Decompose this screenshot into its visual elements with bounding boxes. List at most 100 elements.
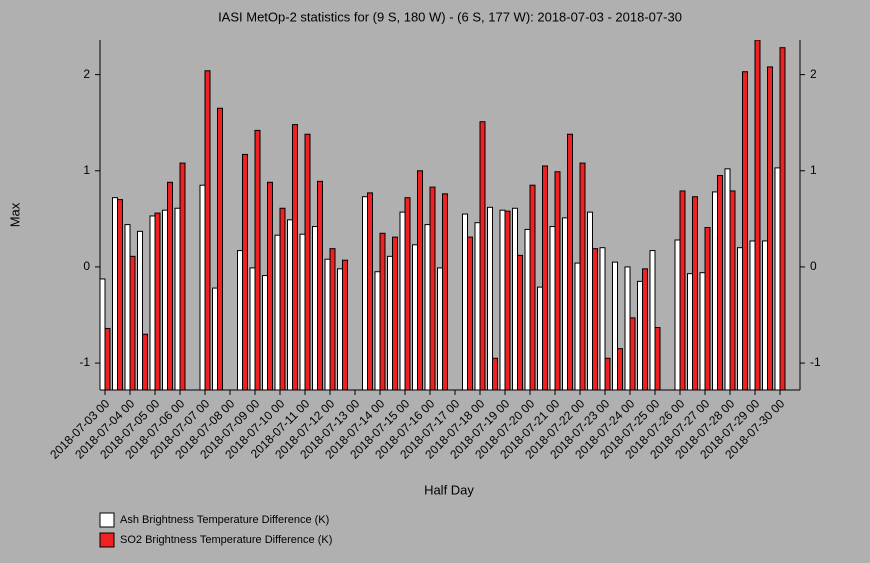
bar <box>779 47 786 390</box>
bar <box>737 247 743 390</box>
bar <box>717 175 723 390</box>
bar <box>362 196 368 390</box>
bar <box>649 250 656 390</box>
bar <box>274 234 281 390</box>
bar <box>742 71 748 390</box>
bar <box>549 226 556 390</box>
bar <box>637 280 643 390</box>
bar <box>487 206 493 390</box>
bar <box>754 40 761 390</box>
bar <box>687 273 693 390</box>
bar <box>267 181 273 390</box>
bar <box>374 271 381 390</box>
bar <box>399 211 406 390</box>
bar <box>562 217 568 390</box>
bar <box>112 197 118 390</box>
bar <box>529 184 536 390</box>
bar <box>437 267 443 390</box>
x-axis-label: Half Day <box>424 482 474 497</box>
bar <box>242 153 248 390</box>
bar <box>679 190 686 390</box>
bar <box>217 107 223 390</box>
bar <box>104 327 111 390</box>
bar <box>712 191 718 390</box>
y-tick-label: -1 <box>79 355 90 369</box>
bar <box>692 196 698 390</box>
bar <box>117 199 123 390</box>
bar <box>699 272 706 390</box>
bar <box>762 240 768 390</box>
bar <box>592 248 598 390</box>
bar <box>100 278 106 390</box>
bar <box>704 227 711 390</box>
bar <box>379 232 386 390</box>
bar <box>249 267 256 390</box>
bar <box>467 236 473 390</box>
bar <box>574 262 581 390</box>
bar <box>367 192 373 390</box>
bar <box>654 327 661 390</box>
bar <box>299 233 306 390</box>
bar <box>462 213 468 390</box>
bar <box>424 224 431 390</box>
bar <box>479 121 486 390</box>
legend-swatch <box>99 512 115 528</box>
bar <box>137 230 143 390</box>
y-axis-label: Max <box>7 202 22 227</box>
bar <box>429 186 436 390</box>
bar <box>404 197 411 390</box>
bar <box>254 129 261 390</box>
bar <box>642 268 648 390</box>
legend-label: SO2 Brightness Temperature Difference (K… <box>120 534 332 546</box>
bar <box>124 224 131 390</box>
bar <box>174 207 181 390</box>
y2-tick-label: 1 <box>810 163 817 177</box>
bar <box>412 244 418 390</box>
bar <box>729 190 736 390</box>
bar <box>517 254 523 390</box>
bar <box>317 180 323 390</box>
y2-tick-label: 0 <box>810 259 817 273</box>
bar <box>499 209 506 390</box>
bar <box>474 222 481 390</box>
chart-title: IASI MetOp-2 statistics for (9 S, 180 W)… <box>218 9 682 24</box>
y2-tick-label: 2 <box>810 67 817 81</box>
y-tick-label: 1 <box>83 163 90 177</box>
bar <box>724 168 731 390</box>
bar <box>304 133 311 390</box>
bar <box>492 357 498 390</box>
bar <box>612 261 618 390</box>
legend-label: Ash Brightness Temperature Difference (K… <box>120 514 329 526</box>
bar <box>142 333 148 390</box>
bar <box>604 357 611 390</box>
bar <box>262 275 268 390</box>
bar <box>674 239 681 390</box>
bar <box>237 250 243 390</box>
bar <box>179 162 186 390</box>
bar <box>292 124 298 390</box>
bar <box>442 193 448 390</box>
bar <box>387 255 393 390</box>
bar <box>417 170 423 390</box>
legend-swatch <box>99 532 115 548</box>
bar <box>324 258 331 390</box>
bar <box>767 66 773 390</box>
bar <box>524 228 531 390</box>
bars <box>100 40 786 390</box>
bar <box>599 247 606 390</box>
y-tick-label: 2 <box>83 67 90 81</box>
bar <box>567 133 573 390</box>
bar <box>504 210 511 390</box>
bar <box>279 207 286 390</box>
bar <box>629 317 636 390</box>
bar <box>587 211 593 390</box>
bar <box>392 236 398 390</box>
bar <box>329 248 336 390</box>
bar <box>512 207 518 390</box>
bar <box>212 287 218 390</box>
bar <box>287 219 293 390</box>
y-tick-label: 0 <box>83 259 90 273</box>
bar <box>337 268 343 390</box>
y2-tick-label: -1 <box>810 355 821 369</box>
